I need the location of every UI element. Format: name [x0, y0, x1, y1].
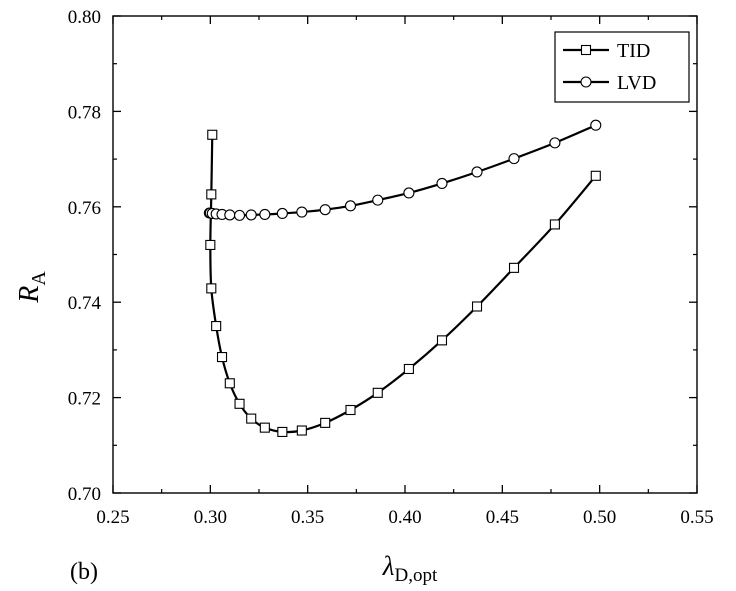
data-point-tid [372, 387, 383, 398]
legend-marker-lvd [580, 76, 592, 88]
data-point-lvd [436, 177, 448, 189]
data-point-tid [206, 189, 217, 200]
y-tick-label: 0.74 [68, 293, 102, 314]
data-point-tid [590, 170, 601, 181]
y-axis-title-main: R [14, 286, 45, 304]
series-tid [205, 129, 601, 437]
x-tick-label: 0.30 [194, 507, 227, 528]
y-axis-title-sub: A [28, 271, 50, 286]
y-tick-label: 0.72 [68, 389, 101, 410]
y-tick-label: 0.70 [68, 484, 101, 505]
x-tick-label: 0.25 [96, 507, 129, 528]
x-tick-label: 0.40 [388, 507, 421, 528]
data-point-lvd [319, 204, 331, 216]
x-axis-title-sub: D,opt [394, 565, 437, 586]
series-lvd [203, 119, 602, 221]
data-point-tid [216, 352, 228, 363]
y-axis-title: RA [14, 271, 50, 304]
data-point-tid [277, 426, 288, 437]
legend-label-lvd: LVD [617, 72, 656, 94]
x-axis-title-main: λ [382, 551, 395, 581]
data-point-tid [234, 398, 245, 409]
panel-label: (b) [70, 559, 98, 585]
data-point-lvd [296, 206, 308, 218]
x-tick-label: 0.35 [291, 507, 324, 528]
data-point-tid [206, 283, 217, 294]
axis-ticks: 0.25 0.30 0.35 0.40 0.45 0.50 0.55 0.70 0.72 0.74… [68, 7, 714, 528]
data-point-tid [471, 301, 483, 312]
data-point-lvd [372, 194, 384, 206]
legend: TID LVD [554, 31, 690, 103]
y-tick-label: 0.76 [68, 198, 101, 219]
data-point-tid [508, 262, 520, 273]
x-axis-title: λD,opt [382, 551, 438, 586]
data-point-tid [224, 378, 235, 389]
data-point-lvd [508, 153, 520, 165]
data-point-lvd [276, 207, 288, 220]
data-point-tid [549, 219, 560, 230]
data-point-tid [403, 363, 414, 375]
data-point-tid [436, 335, 448, 346]
x-tick-label: 0.50 [583, 507, 616, 528]
data-point-lvd [259, 208, 271, 220]
data-point-tid [296, 425, 307, 436]
data-point-tid [320, 417, 331, 428]
data-point-lvd [245, 209, 257, 221]
data-point-tid [345, 404, 356, 416]
data-point-lvd [224, 209, 236, 221]
data-point-lvd [403, 187, 415, 199]
y-tick-label: 0.78 [68, 102, 101, 123]
legend-box [554, 31, 690, 103]
x-tick-label: 0.45 [486, 507, 519, 528]
y-tick-label: 0.80 [68, 7, 101, 28]
data-point-lvd [344, 200, 357, 212]
data-point-lvd [471, 166, 483, 178]
data-point-tid [205, 239, 216, 251]
data-point-lvd [590, 119, 602, 131]
legend-label-tid: TID [617, 40, 650, 62]
plot-area [203, 119, 602, 437]
data-point-tid [207, 129, 218, 140]
data-point-tid [211, 320, 222, 332]
x-tick-label: 0.55 [680, 507, 713, 528]
data-point-tid [259, 422, 270, 433]
data-point-lvd [549, 137, 561, 149]
data-point-lvd [233, 209, 246, 221]
data-point-tid [246, 413, 257, 424]
legend-marker-tid [580, 44, 592, 56]
